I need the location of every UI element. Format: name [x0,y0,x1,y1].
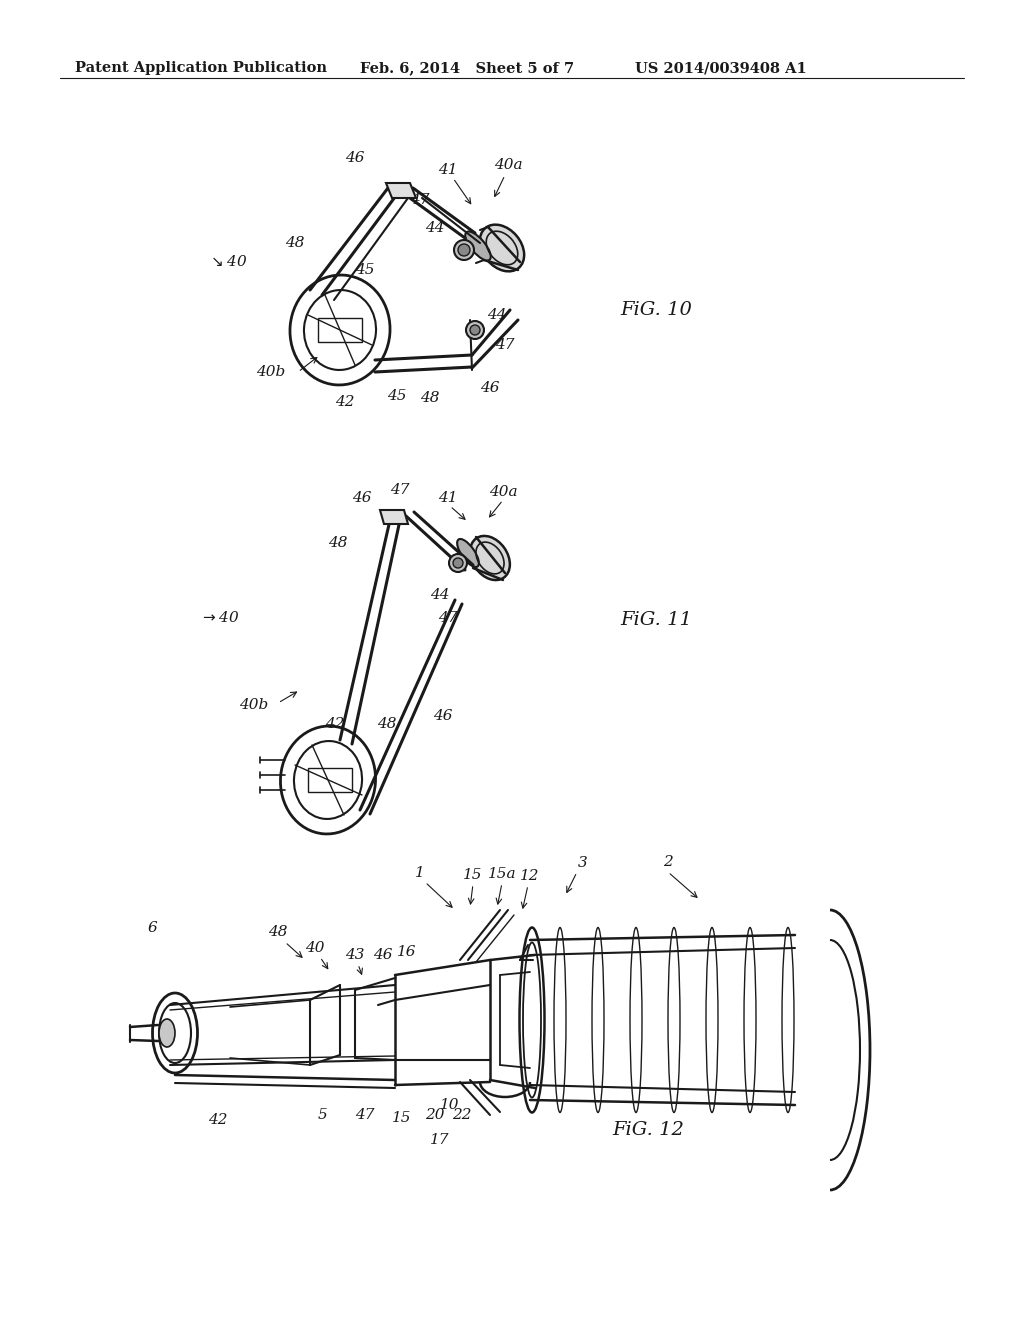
Text: 45: 45 [387,389,407,403]
Text: 41: 41 [438,491,458,506]
Text: 47: 47 [355,1107,375,1122]
Text: 47: 47 [438,611,458,624]
Text: 42: 42 [326,717,345,731]
Text: 17: 17 [430,1133,450,1147]
Ellipse shape [466,321,484,339]
Text: 44: 44 [425,220,444,235]
Ellipse shape [449,554,467,572]
Text: 1: 1 [415,866,425,880]
Ellipse shape [465,231,490,260]
Text: 40b: 40b [256,366,285,379]
Text: 48: 48 [377,717,396,731]
Text: 5: 5 [318,1107,328,1122]
Ellipse shape [457,539,479,568]
Ellipse shape [480,224,524,272]
Text: 47: 47 [390,483,410,498]
Text: 15: 15 [463,869,482,882]
Text: 22: 22 [453,1107,472,1122]
Ellipse shape [454,240,474,260]
Text: 47: 47 [411,193,430,207]
Ellipse shape [470,325,480,335]
Text: 47: 47 [496,338,515,352]
Text: 40b: 40b [239,698,268,711]
Text: Feb. 6, 2014   Sheet 5 of 7: Feb. 6, 2014 Sheet 5 of 7 [360,61,574,75]
Ellipse shape [458,244,470,256]
Text: 48: 48 [286,236,305,249]
Text: $\rightarrow$40: $\rightarrow$40 [201,610,240,624]
Text: 44: 44 [430,587,450,602]
Text: 46: 46 [352,491,372,506]
Text: 15a: 15a [487,867,516,880]
Text: 45: 45 [355,263,375,277]
Text: $\searrow$40: $\searrow$40 [208,255,248,269]
Text: 15: 15 [392,1111,412,1125]
Text: 43: 43 [345,948,365,962]
Text: 2: 2 [664,855,673,869]
Text: 40: 40 [305,941,325,954]
Text: FiG. 11: FiG. 11 [620,611,692,630]
Text: 44: 44 [487,308,507,322]
Text: 40a: 40a [494,158,522,172]
Text: 46: 46 [345,150,365,165]
Text: 46: 46 [374,948,393,962]
Text: 42: 42 [335,395,354,409]
Text: 12: 12 [520,869,540,883]
Text: 46: 46 [433,709,453,723]
Text: 42: 42 [208,1113,227,1127]
Text: FiG. 10: FiG. 10 [620,301,692,319]
Ellipse shape [159,1019,175,1047]
Text: Patent Application Publication: Patent Application Publication [75,61,327,75]
Ellipse shape [453,558,463,568]
Text: 16: 16 [397,945,417,960]
Text: 41: 41 [438,162,458,177]
Text: 6: 6 [147,921,157,935]
Polygon shape [380,510,408,524]
Text: FiG. 12: FiG. 12 [612,1121,684,1139]
Text: 46: 46 [480,381,500,395]
Text: 48: 48 [268,925,288,939]
Polygon shape [386,183,416,198]
Text: US 2014/0039408 A1: US 2014/0039408 A1 [635,61,807,75]
Text: 40a: 40a [488,484,517,499]
Text: 3: 3 [579,855,588,870]
Ellipse shape [470,536,510,579]
Text: 48: 48 [329,536,348,550]
Text: 48: 48 [420,391,439,405]
Text: 20: 20 [425,1107,444,1122]
Text: 10: 10 [440,1098,460,1111]
